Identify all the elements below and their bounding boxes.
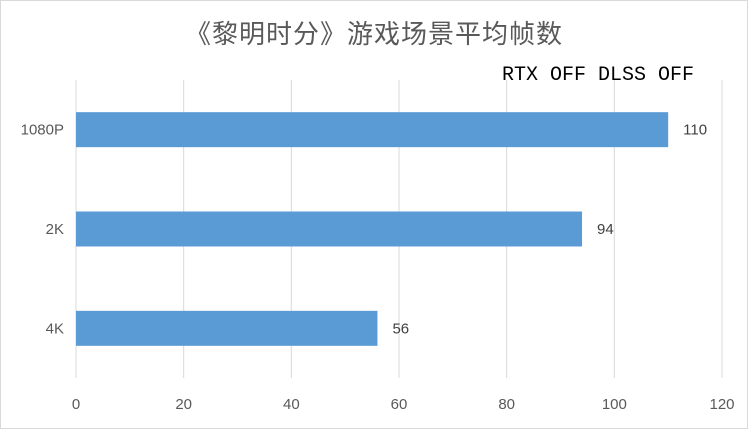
x-tick-label-40: 40 [283,396,300,413]
bar-4K [76,310,378,346]
data-label-1080P: 110 [683,122,707,139]
chart-annotation: RTX OFF DLSS OFF [501,64,694,87]
labels: 0 20 40 60 80 100 120 1080P 110 2K 94 4K 56 [21,122,735,413]
category-label-4K: 4K [46,320,64,337]
bar-1080P [76,112,669,148]
x-tick-label-120: 120 [709,396,734,413]
category-label-2K: 2K [46,221,64,238]
x-tick-label-60: 60 [391,396,408,413]
x-tick-label-20: 20 [175,396,192,413]
chart-title: 《黎明时分》游戏场景平均帧数 [184,20,563,50]
x-tick-label-0: 0 [72,396,80,413]
x-tick-label-100: 100 [602,396,627,413]
data-label-4K: 56 [392,320,409,337]
x-tick-label-80: 80 [498,396,515,413]
bars [76,112,669,346]
data-label-2K: 94 [597,221,614,238]
category-label-1080P: 1080P [21,122,64,139]
bar-2K [76,211,583,247]
